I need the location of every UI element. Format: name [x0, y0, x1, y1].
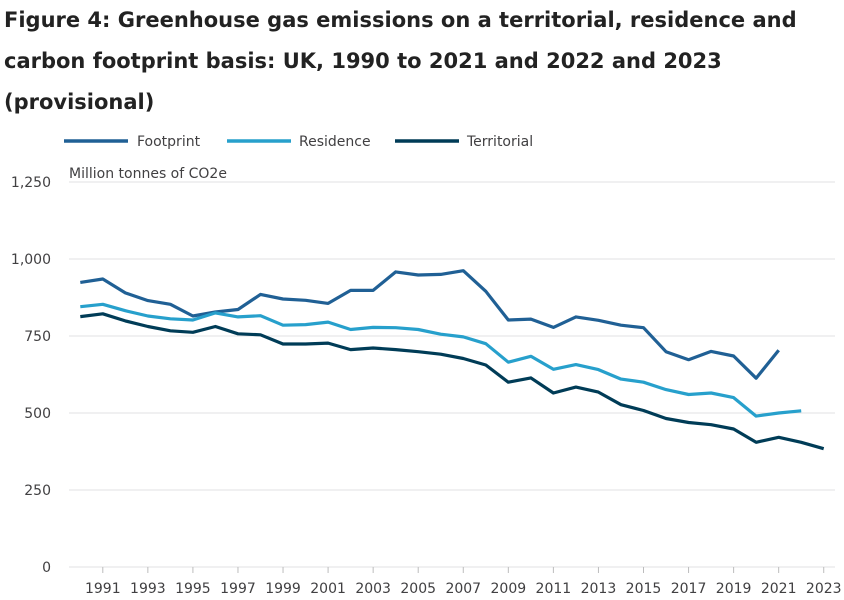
chart-title: Figure 4: Greenhouse gas emissions on a … — [4, 8, 797, 114]
x-tick-label-1993: 1993 — [130, 581, 166, 597]
x-tick-label-2021: 2021 — [761, 581, 797, 597]
y-tick-label-1000: 1,000 — [11, 252, 51, 268]
x-tick-label-2009: 2009 — [491, 581, 527, 597]
x-tick-label-2023: 2023 — [806, 581, 842, 597]
x-tick-label-2001: 2001 — [310, 581, 346, 597]
y-tick-label-0: 0 — [42, 560, 51, 576]
x-tick-label-2015: 2015 — [626, 581, 662, 597]
x-tick-label-1999: 1999 — [265, 581, 301, 597]
y-axis-ticks: 0 250 500 750 1,000 1,250 — [11, 175, 51, 576]
y-tick-label-750: 750 — [24, 329, 51, 345]
x-tick-label-1991: 1991 — [85, 581, 121, 597]
series-line-residence — [80, 302, 802, 418]
x-axis-ticks: 1991 1993 1995 1997 1999 2001 2003 2005 2007 2009… — [85, 567, 842, 597]
x-tick-label-1997: 1997 — [220, 581, 256, 597]
x-tick-label-2013: 2013 — [581, 581, 617, 597]
series-lines — [80, 269, 825, 451]
x-tick-label-2007: 2007 — [445, 581, 481, 597]
legend-label-territorial: Territorial — [466, 134, 533, 150]
gridlines — [69, 181, 835, 568]
y-tick-label-250: 250 — [24, 483, 51, 499]
x-tick-label-2005: 2005 — [400, 581, 436, 597]
x-tick-label-2003: 2003 — [355, 581, 391, 597]
y-tick-label-1250: 1,250 — [11, 175, 51, 191]
x-tick-label-2011: 2011 — [536, 581, 572, 597]
x-tick-label-1995: 1995 — [175, 581, 211, 597]
series-line-footprint — [80, 269, 780, 380]
legend-label-footprint: Footprint — [137, 134, 201, 150]
series-line-territorial — [80, 312, 825, 451]
y-tick-label-500: 500 — [24, 406, 51, 422]
y-axis-unit-label: Million tonnes of CO2e — [69, 166, 227, 182]
x-tick-label-2017: 2017 — [671, 581, 707, 597]
legend-label-residence: Residence — [299, 134, 371, 150]
x-tick-label-2019: 2019 — [716, 581, 752, 597]
legend: Footprint Residence Territorial — [64, 134, 533, 150]
